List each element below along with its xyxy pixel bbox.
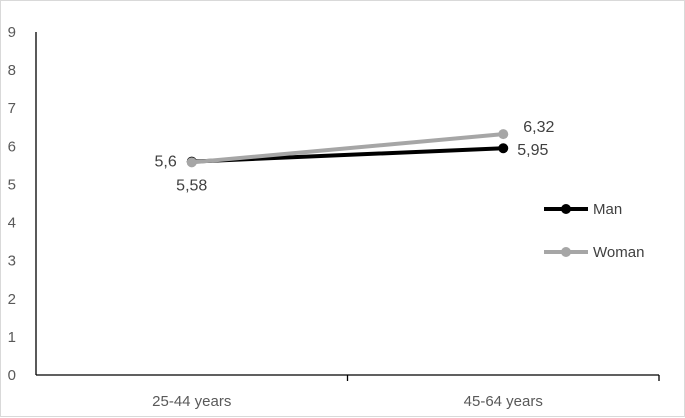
legend-swatch-marker	[561, 247, 571, 257]
legend: Man Woman	[544, 201, 644, 261]
y-tick-label: 1	[8, 329, 16, 346]
y-tick-label: 8	[8, 62, 16, 79]
y-axis-ticks: 0 1 2 3 4 5 6 7 8 9	[8, 24, 16, 384]
y-tick-label: 9	[8, 24, 16, 41]
data-point	[498, 129, 509, 140]
data-label: 5,6	[155, 154, 177, 171]
y-tick-label: 7	[8, 100, 16, 117]
legend-swatch-marker	[561, 204, 571, 214]
data-label: 5,95	[517, 142, 548, 159]
x-tick-label: 45-64 years	[464, 393, 543, 410]
data-labels: 5,6 5,95 5,58 6,32	[155, 119, 555, 194]
data-label: 6,32	[523, 119, 554, 136]
y-tick-label: 2	[8, 291, 16, 308]
legend-label: Woman	[593, 244, 644, 261]
data-label: 5,58	[176, 177, 207, 194]
data-point	[186, 157, 197, 168]
series-lines	[186, 129, 509, 168]
y-tick-label: 4	[8, 215, 16, 232]
data-point	[498, 143, 509, 154]
y-tick-label: 0	[8, 367, 16, 384]
x-axis-labels: 25-44 years 45-64 years	[152, 393, 543, 410]
y-tick-label: 3	[8, 253, 16, 270]
y-tick-label: 5	[8, 176, 16, 193]
y-tick-label: 6	[8, 138, 16, 155]
x-tick-label: 25-44 years	[152, 393, 231, 410]
legend-label: Man	[593, 201, 622, 218]
x-axis-ticks	[346, 375, 660, 381]
series-line	[189, 132, 506, 165]
